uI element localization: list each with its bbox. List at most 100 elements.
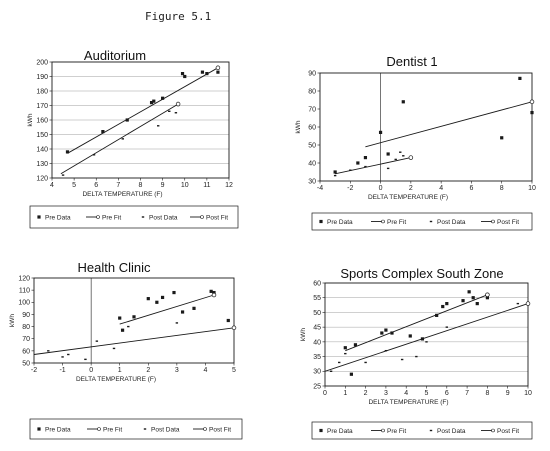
fit-line bbox=[365, 101, 533, 148]
data-point bbox=[127, 325, 130, 328]
y-tick-label: 30 bbox=[308, 178, 316, 185]
y-tick-label: 180 bbox=[36, 88, 48, 95]
legend-symbol-dot bbox=[491, 219, 495, 224]
series-post-data bbox=[61, 104, 180, 176]
y-tick-label: 120 bbox=[18, 275, 30, 282]
legend-symbol bbox=[429, 220, 433, 223]
series-pre-data bbox=[343, 290, 489, 376]
legend-symbol-dot bbox=[203, 427, 207, 431]
fit-end-marker-post bbox=[525, 301, 531, 306]
data-point bbox=[380, 331, 384, 335]
legend: Pre Data Pre Fit Post Data Post Fit bbox=[29, 205, 239, 229]
series-pre-data bbox=[118, 289, 230, 332]
y-tick-label: 60 bbox=[308, 124, 316, 131]
data-point bbox=[146, 297, 150, 301]
data-point bbox=[333, 170, 337, 174]
legend: Pre Data Pre Fit Post Data Post Fit bbox=[311, 212, 533, 231]
legend-symbol bbox=[429, 429, 433, 432]
data-point bbox=[118, 316, 122, 320]
x-axis-label: DELTA TEMPERATURE (F) bbox=[368, 399, 448, 406]
plot-frame bbox=[319, 72, 533, 182]
data-point bbox=[95, 340, 99, 342]
data-point bbox=[425, 341, 428, 343]
fit-end-marker-post bbox=[175, 101, 181, 107]
data-point bbox=[338, 361, 341, 364]
y-tick-label: 160 bbox=[36, 117, 48, 124]
y-tick-label: 40 bbox=[313, 339, 321, 346]
data-point bbox=[401, 100, 405, 104]
data-point bbox=[175, 322, 179, 324]
fit-line bbox=[119, 294, 215, 325]
x-tick-label: 4 bbox=[50, 182, 54, 189]
legend-label: Post Fit bbox=[497, 428, 519, 435]
x-tick-label: 1 bbox=[118, 367, 122, 374]
data-point bbox=[415, 355, 418, 358]
x-axis-label: DELTA TEMPERATURE (F) bbox=[82, 191, 162, 198]
data-point bbox=[155, 300, 159, 304]
fit-line bbox=[33, 327, 235, 355]
data-point bbox=[485, 296, 489, 300]
data-point bbox=[192, 306, 196, 310]
legend-frame bbox=[311, 212, 533, 231]
y-tick-label: 80 bbox=[22, 324, 30, 331]
x-tick-label: 2 bbox=[146, 367, 150, 374]
y-tick-label: 90 bbox=[22, 312, 30, 319]
x-tick-label: 9 bbox=[506, 390, 510, 397]
x-tick-label: -2 bbox=[347, 185, 353, 192]
legend-label: Pre Data bbox=[45, 426, 71, 433]
data-point bbox=[475, 302, 479, 306]
data-point bbox=[226, 318, 230, 323]
data-point bbox=[467, 290, 471, 294]
x-tick-label: 0 bbox=[89, 367, 93, 374]
fit-end-marker-pre bbox=[529, 99, 535, 105]
x-tick-label: 0 bbox=[323, 390, 327, 397]
x-tick-label: 10 bbox=[524, 390, 532, 397]
data-point bbox=[333, 174, 337, 177]
series-pre-fit bbox=[365, 99, 535, 148]
chart-title: Sports Complex South Zone bbox=[340, 266, 503, 281]
legend-symbol bbox=[319, 428, 323, 433]
plot-frame bbox=[324, 282, 529, 387]
fit-line bbox=[324, 303, 529, 372]
series-pre-data bbox=[333, 76, 534, 174]
chart-title: Health Clinic bbox=[78, 260, 151, 275]
y-tick-label: 50 bbox=[308, 142, 316, 149]
y-tick-label: 40 bbox=[308, 160, 316, 167]
data-point bbox=[120, 328, 125, 332]
data-point bbox=[209, 289, 213, 293]
series-pre-fit bbox=[345, 292, 490, 352]
data-point bbox=[356, 161, 360, 165]
data-point bbox=[101, 130, 105, 134]
y-axis-label: kWh bbox=[295, 120, 302, 133]
series-post-fit bbox=[60, 101, 181, 175]
data-point bbox=[364, 165, 367, 168]
legend-label: Pre Data bbox=[327, 428, 353, 435]
data-point bbox=[400, 358, 404, 361]
legend-label: Pre Fit bbox=[387, 428, 406, 435]
x-tick-label: 4 bbox=[203, 367, 207, 374]
y-tick-label: 100 bbox=[18, 300, 30, 307]
chart-panel-2: Dentist 1 -4 -2 0 2 4 6 8 10 30 40 50 60 70 80 90 DELTA … bbox=[295, 54, 536, 231]
x-tick-label: 11 bbox=[203, 182, 210, 189]
x-tick-label: 5 bbox=[72, 182, 76, 189]
fit-line bbox=[67, 67, 219, 154]
legend-label: Pre Data bbox=[327, 219, 353, 226]
data-point bbox=[149, 101, 154, 105]
y-axis-label: kWh bbox=[300, 328, 307, 341]
data-point bbox=[157, 125, 160, 127]
x-tick-label: 6 bbox=[469, 185, 473, 192]
legend-symbol-dot bbox=[97, 427, 101, 431]
x-tick-label: 5 bbox=[425, 390, 429, 397]
series-post-data bbox=[333, 151, 405, 177]
data-point bbox=[180, 72, 185, 76]
y-axis-label: kWh bbox=[9, 314, 16, 327]
legend-frame bbox=[311, 421, 533, 440]
data-point bbox=[112, 347, 116, 350]
data-point bbox=[183, 74, 187, 79]
y-axis-label: kWh bbox=[27, 113, 34, 126]
y-tick-label: 60 bbox=[313, 280, 321, 287]
data-point bbox=[212, 290, 216, 295]
plot-frame bbox=[33, 277, 235, 364]
data-point bbox=[461, 299, 465, 303]
